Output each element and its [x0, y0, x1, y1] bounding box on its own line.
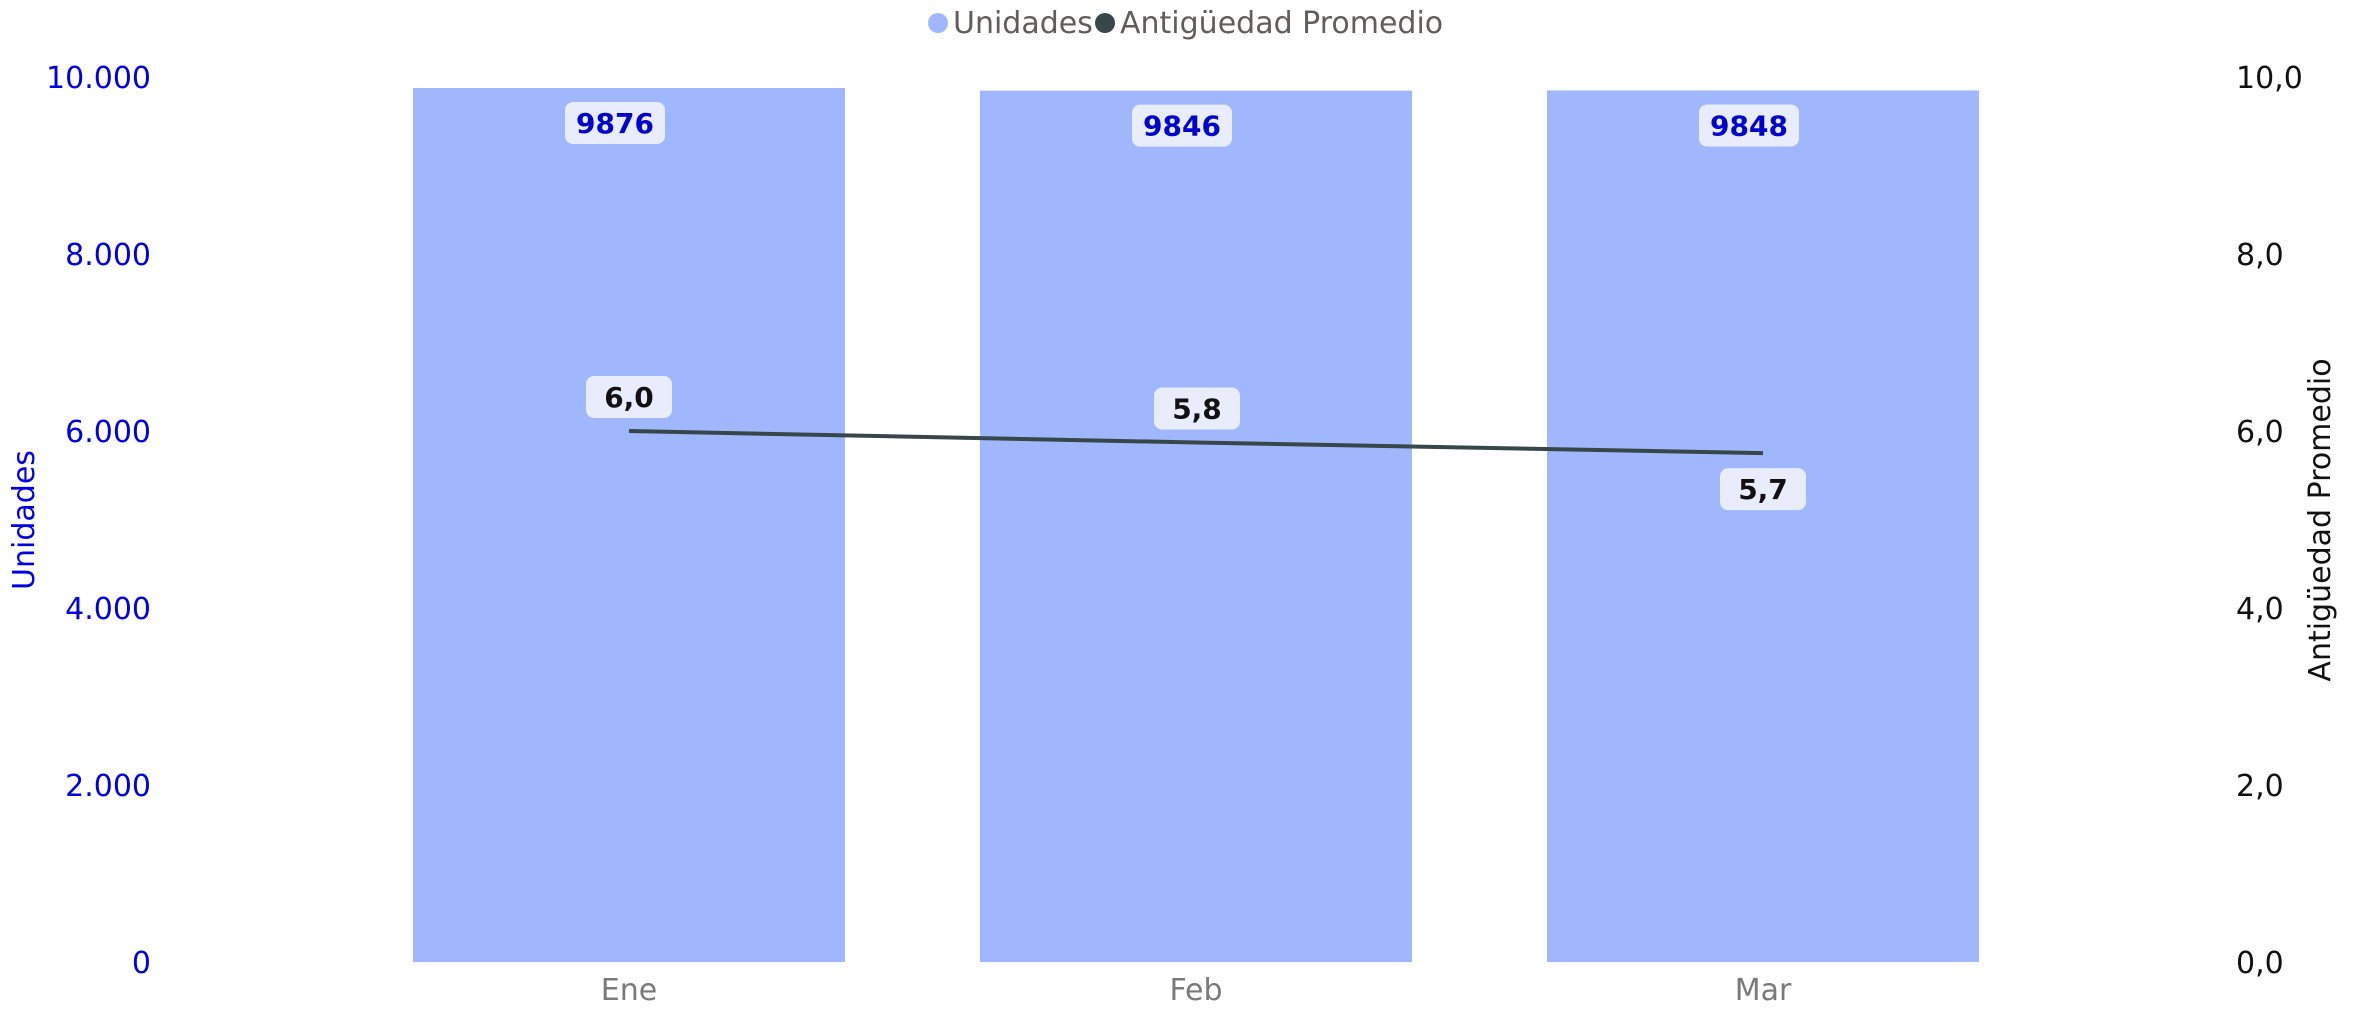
data-labels: 9876 9846 9848 6,0 5,8 5,7	[565, 101, 1806, 511]
legend-marker-1	[1095, 13, 1115, 33]
line-data-label-box	[1720, 468, 1806, 511]
x-tick-label: Mar	[1735, 973, 1792, 1008]
legend-label-1: Antigüedad Promedio	[1120, 6, 1443, 41]
y-left-tick-label: 4.000	[65, 592, 151, 627]
y-right-tick-label: 0,0	[2236, 946, 2284, 981]
y-axis-left: 0 2.000 4.000 6.000 8.000 10.000	[46, 61, 151, 981]
y-right-tick-label: 4,0	[2236, 592, 2284, 627]
bar-series	[413, 87, 1979, 962]
y-right-tick-label: 6,0	[2236, 415, 2284, 450]
x-tick-label: Feb	[1169, 973, 1222, 1008]
y-left-tick-label: 0	[132, 946, 151, 981]
bar-mar[interactable]	[1547, 90, 1979, 962]
y-right-tick-label: 10,0	[2236, 61, 2303, 96]
y-left-tick-label: 6.000	[65, 415, 151, 450]
bar-data-label: 9846	[1143, 110, 1221, 143]
x-axis: Ene Feb Mar	[601, 973, 1792, 1008]
y-axis-right-title: Antigüedad Promedio	[2303, 358, 2338, 681]
y-right-tick-label: 2,0	[2236, 769, 2284, 804]
legend-marker-0	[928, 13, 948, 33]
bar-data-label-box	[1132, 104, 1232, 147]
bar-data-label-box	[1699, 104, 1799, 147]
x-tick-label: Ene	[601, 973, 657, 1008]
legend-label-0: Unidades	[953, 6, 1093, 41]
line-data-label-box	[586, 376, 672, 418]
line-data-label: 6,0	[604, 381, 654, 414]
bar-data-label: 9848	[1710, 109, 1788, 142]
legend: Unidades Antigüedad Promedio	[928, 6, 1443, 41]
bar-ene[interactable]	[413, 87, 845, 962]
line-data-label-box	[1154, 387, 1240, 430]
bar-feb[interactable]	[980, 90, 1412, 962]
y-left-tick-label: 10.000	[46, 61, 151, 96]
line-antiguedad[interactable]	[628, 429, 1764, 456]
y-axis-right: 0,0 2,0 4,0 6,0 8,0 10,0	[2236, 61, 2303, 981]
y-left-tick-label: 2.000	[65, 769, 151, 804]
bar-data-label: 9876	[576, 107, 654, 140]
line-data-label: 5,8	[1172, 393, 1222, 426]
bar-data-label-box	[565, 101, 665, 144]
line-series	[628, 429, 1764, 456]
y-axis-left-title: Unidades	[7, 450, 42, 590]
y-left-tick-label: 8.000	[65, 238, 151, 273]
line-data-label: 5,7	[1738, 473, 1788, 506]
y-right-tick-label: 8,0	[2236, 238, 2284, 273]
